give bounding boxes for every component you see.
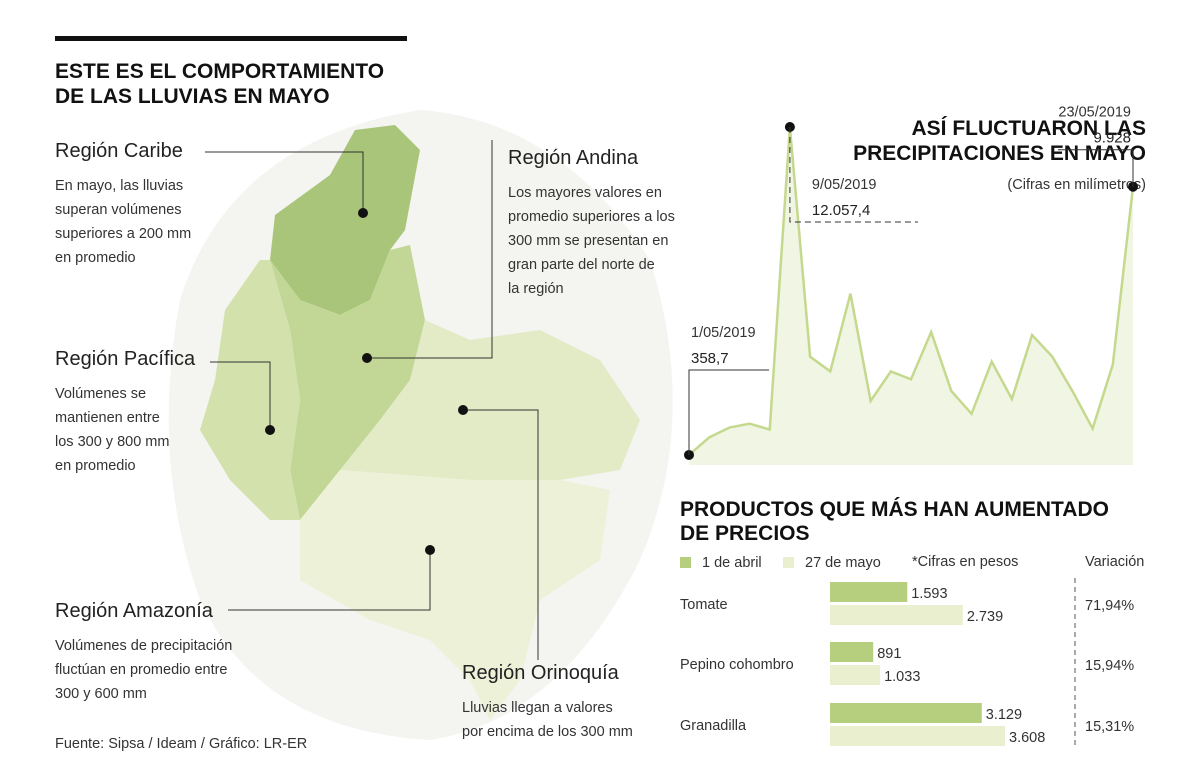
legend-label: 27 de mayo <box>805 555 881 571</box>
leader <box>228 550 431 611</box>
value-label: 3.129 <box>986 707 1022 723</box>
region-description: Volúmenes se <box>55 386 146 402</box>
legend-swatch <box>783 557 794 568</box>
date-label: 9/05/2019 <box>812 177 877 193</box>
region-description: en promedio <box>55 458 136 474</box>
leader <box>1058 149 1134 187</box>
variation-label: 71,94% <box>1085 598 1134 614</box>
leader <box>789 127 918 223</box>
category-label: Granadilla <box>680 718 747 734</box>
date-label: 1/05/2019 <box>691 325 756 341</box>
legend-label: 1 de abril <box>702 555 762 571</box>
chart-title: PRODUCTOS QUE MÁS HAN AUMENTADO <box>680 498 1109 521</box>
value-label: 358,7 <box>691 350 729 367</box>
region-name: Región Orinoquía <box>462 662 620 684</box>
title: ESTE ES EL COMPORTAMIENTO <box>55 60 384 83</box>
region-pacifica <box>200 260 300 520</box>
region-description: Los mayores valores en <box>508 185 662 201</box>
bar <box>830 582 908 602</box>
region-description: la región <box>508 281 564 297</box>
bar <box>830 726 1005 746</box>
leader <box>367 140 493 359</box>
area <box>689 127 1133 465</box>
title: DE LAS LLUVIAS EN MAYO <box>55 85 330 108</box>
date-label: 23/05/2019 <box>1058 105 1131 121</box>
region-description: los 300 y 800 mm <box>55 434 169 450</box>
region-description: superiores a 200 mm <box>55 226 191 242</box>
leader <box>463 409 539 660</box>
region-description: 300 y 600 mm <box>55 686 147 702</box>
leader <box>688 369 769 455</box>
bar <box>830 642 874 662</box>
value-label: 2.739 <box>967 609 1003 625</box>
category-label: Tomate <box>680 597 728 613</box>
region-description: en promedio <box>55 250 136 266</box>
bar <box>830 703 982 723</box>
region-description: gran parte del norte de <box>508 257 655 273</box>
value-label: 9.928 <box>1093 130 1131 147</box>
region-andina <box>270 245 425 520</box>
note: *Cifras en pesos <box>912 554 1018 570</box>
region-name: Región Pacífica <box>55 348 196 370</box>
variation-label: 15,94% <box>1085 658 1134 674</box>
region-caribe <box>270 125 420 315</box>
dot <box>458 405 468 415</box>
leader <box>210 361 271 430</box>
leader <box>205 151 364 213</box>
variation-label: 15,31% <box>1085 719 1134 735</box>
dot <box>265 425 275 435</box>
chart-title: DE PRECIOS <box>680 522 810 545</box>
category-label: Pepino cohombro <box>680 657 794 673</box>
dot <box>358 208 368 218</box>
region-name: Región Caribe <box>55 140 183 162</box>
title-rule <box>55 36 407 41</box>
region-description: En mayo, las lluvias <box>55 178 183 194</box>
column-header: Variación <box>1085 554 1144 570</box>
value-label: 12.057,4 <box>812 202 870 219</box>
chart-title: PRECIPITACIONES EN MAYO <box>853 142 1146 165</box>
legend-swatch <box>680 557 691 568</box>
value-label: 891 <box>877 646 901 662</box>
region-description: superan volúmenes <box>55 202 182 218</box>
dot <box>425 545 435 555</box>
dot <box>362 353 372 363</box>
region-orinoquia <box>340 320 640 480</box>
line <box>688 126 1135 456</box>
map <box>168 110 673 740</box>
bar <box>830 605 963 625</box>
source: Fuente: Sipsa / Ideam / Gráfico: LR-ER <box>55 736 307 752</box>
region-labels: Región Caribe En mayo, las lluvias superan… <box>55 140 675 740</box>
value-label: 3.608 <box>1009 730 1045 746</box>
region-amazonia <box>300 470 610 720</box>
value-label: 1.593 <box>911 586 947 602</box>
region-description: promedio superiores a los <box>508 209 675 225</box>
region-name: Región Andina <box>508 147 639 169</box>
chart-subtitle: (Cifras en milímetros) <box>1007 177 1146 193</box>
value-label: 1.033 <box>884 669 920 685</box>
region-name: Región Amazonía <box>55 600 214 622</box>
chart-title: ASÍ FLUCTUARON LAS <box>912 117 1147 140</box>
region-description: por encima de los 300 mm <box>462 724 633 740</box>
bar <box>830 665 881 685</box>
region-description: fluctúan en promedio entre <box>55 662 228 678</box>
region-description: 300 mm se presentan en <box>508 233 668 249</box>
region-description: Lluvias llegan a valores <box>462 700 613 716</box>
region-description: Volúmenes de precipitación <box>55 638 232 654</box>
region-description: mantienen entre <box>55 410 160 426</box>
